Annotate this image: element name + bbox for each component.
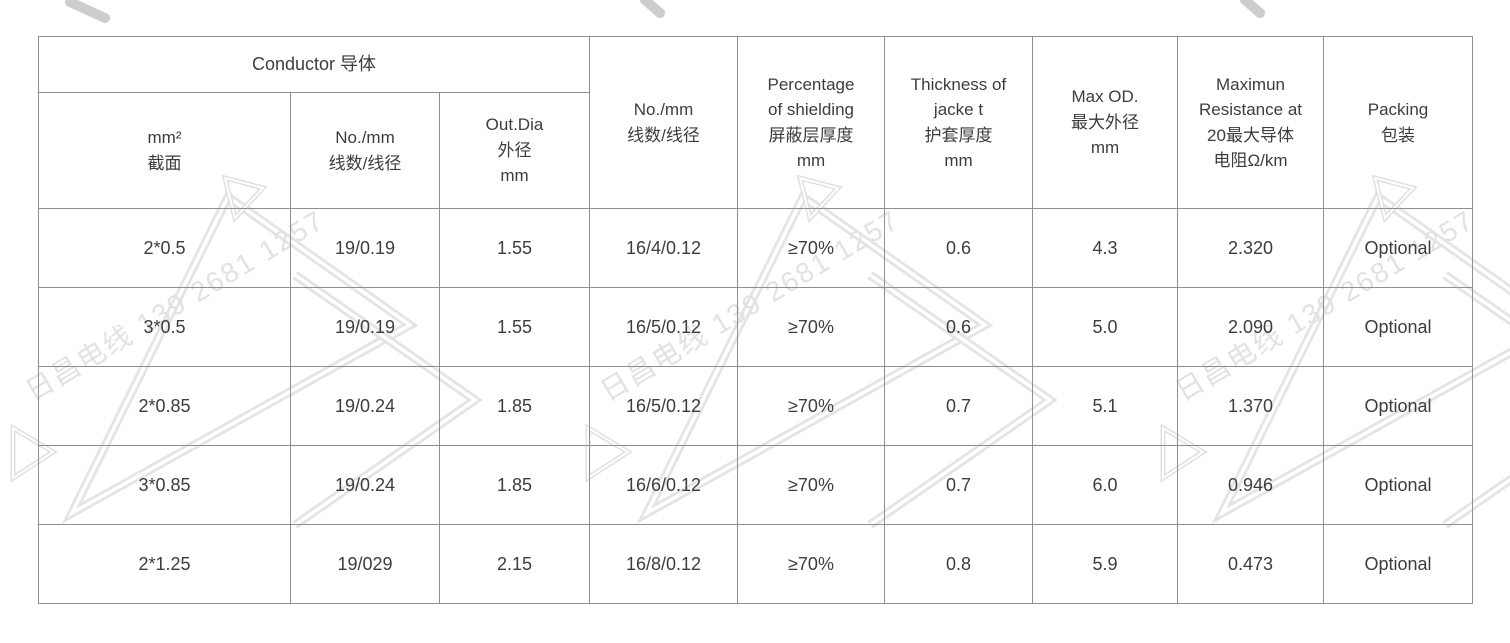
table-cell: 0.6 — [884, 208, 1033, 288]
table-cell: 19/0.19 — [290, 287, 440, 367]
table-cell: ≥70% — [737, 445, 885, 525]
header-no-mm: No./mm 线数/线径 — [290, 92, 440, 209]
table-cell: 19/0.24 — [290, 366, 440, 446]
table-cell: ≥70% — [737, 366, 885, 446]
header-no-mm-shield: No./mm 线数/线径 — [589, 36, 738, 209]
table-row: 2*0.85 19/0.24 1.85 16/5/0.12 ≥70% 0.7 5.1 1.37… — [38, 366, 1473, 446]
table-cell: 0.473 — [1177, 524, 1324, 604]
table-row: 3*0.85 19/0.24 1.85 16/6/0.12 ≥70% 0.7 6.0 0.94… — [38, 445, 1473, 525]
table-cell: 16/8/0.12 — [589, 524, 738, 604]
header-max-resistance: Maximun Resistance at 20最大导体 电阻Ω/km — [1177, 36, 1324, 209]
table-cell: 1.55 — [439, 208, 590, 288]
table-cell: 2*1.25 — [38, 524, 291, 604]
header-out-dia: Out.Dia 外径 mm — [439, 92, 590, 209]
header-conductor-group: Conductor 导体 — [38, 36, 590, 93]
table-row: 2*0.5 19/0.19 1.55 16/4/0.12 ≥70% 0.6 4.3 2.320… — [38, 208, 1473, 288]
table-cell: 0.7 — [884, 445, 1033, 525]
table-cell: 1.85 — [439, 366, 590, 446]
table-cell: 5.9 — [1032, 524, 1178, 604]
table-cell: Optional — [1323, 524, 1473, 604]
header-row-top: Conductor 导体 No./mm 线数/线径 Percentage of … — [38, 36, 1473, 209]
table-cell: 19/0.24 — [290, 445, 440, 525]
header-max-od: Max OD. 最大外径 mm — [1032, 36, 1178, 209]
table-cell: 6.0 — [1032, 445, 1178, 525]
header-jacket-thickness: Thickness of jacke t 护套厚度 mm — [884, 36, 1033, 209]
table-cell: 3*0.85 — [38, 445, 291, 525]
table-cell: ≥70% — [737, 524, 885, 604]
table-cell: 19/029 — [290, 524, 440, 604]
table-cell: 5.1 — [1032, 366, 1178, 446]
watermark-stub — [1240, 0, 1265, 18]
table-cell: 16/4/0.12 — [589, 208, 738, 288]
table-cell: 16/5/0.12 — [589, 287, 738, 367]
table-cell: 1.55 — [439, 287, 590, 367]
table-cell: Optional — [1323, 208, 1473, 288]
table-cell: ≥70% — [737, 208, 885, 288]
watermark-stub — [640, 0, 665, 18]
spec-table: Conductor 导体 No./mm 线数/线径 Percentage of … — [38, 36, 1473, 604]
table-cell: 1.370 — [1177, 366, 1324, 446]
watermark-stub — [65, 0, 110, 23]
table-cell: 2.320 — [1177, 208, 1324, 288]
table-row: 2*1.25 19/029 2.15 16/8/0.12 ≥70% 0.8 5.9 0.473… — [38, 524, 1473, 604]
header-shield-percent: Percentage of shielding 屏蔽层厚度 mm — [737, 36, 885, 209]
table-cell: 2*0.85 — [38, 366, 291, 446]
table-cell: Optional — [1323, 366, 1473, 446]
table-cell: 0.946 — [1177, 445, 1324, 525]
table-cell: 19/0.19 — [290, 208, 440, 288]
table-cell: 0.8 — [884, 524, 1033, 604]
table-row: 3*0.5 19/0.19 1.55 16/5/0.12 ≥70% 0.6 5.0 2.090… — [38, 287, 1473, 367]
table-cell: 5.0 — [1032, 287, 1178, 367]
table-cell: 2*0.5 — [38, 208, 291, 288]
table-cell: Optional — [1323, 445, 1473, 525]
table-cell: 16/5/0.12 — [589, 366, 738, 446]
table-cell: 2.15 — [439, 524, 590, 604]
table-cell: ≥70% — [737, 287, 885, 367]
table-cell: 2.090 — [1177, 287, 1324, 367]
table-cell: 1.85 — [439, 445, 590, 525]
table-cell: Optional — [1323, 287, 1473, 367]
table-cell: 4.3 — [1032, 208, 1178, 288]
table-cell: 0.6 — [884, 287, 1033, 367]
header-cross-section: mm² 截面 — [38, 92, 291, 209]
table-cell: 3*0.5 — [38, 287, 291, 367]
table-cell: 0.7 — [884, 366, 1033, 446]
header-packing: Packing 包装 — [1323, 36, 1473, 209]
table-cell: 16/6/0.12 — [589, 445, 738, 525]
table-body: 2*0.5 19/0.19 1.55 16/4/0.12 ≥70% 0.6 4.3 2.320… — [38, 208, 1473, 604]
